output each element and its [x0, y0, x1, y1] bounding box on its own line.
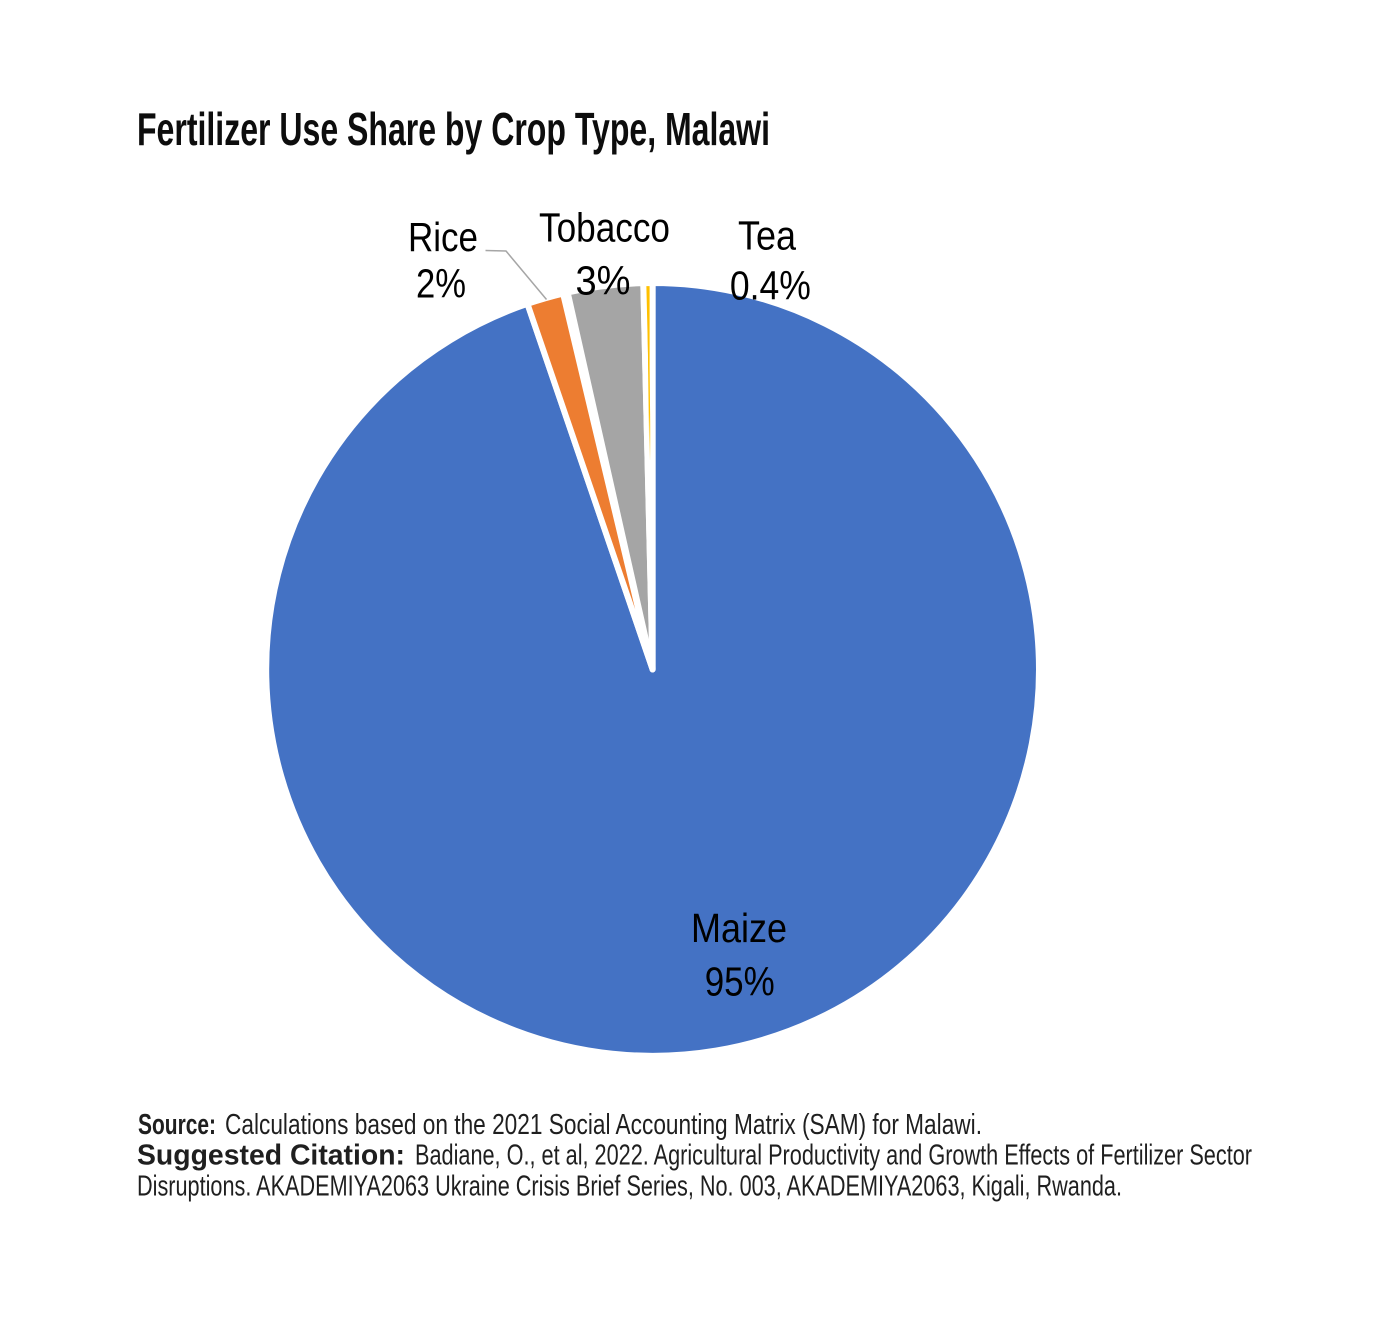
svg-text:3%: 3%: [576, 257, 631, 303]
svg-text:Calculations based on the 2021: Calculations based on the 2021 Social Ac…: [225, 1109, 982, 1141]
svg-text:Suggested Citation:: Suggested Citation:: [137, 1140, 405, 1172]
svg-text:Source:: Source:: [138, 1109, 216, 1141]
svg-text:Rice: Rice: [408, 214, 478, 260]
svg-text:Disruptions. AKADEMIYA2063 Ukr: Disruptions. AKADEMIYA2063 Ukraine Crisi…: [137, 1171, 1122, 1203]
svg-text:0.4%: 0.4%: [730, 262, 811, 308]
svg-text:Tobacco: Tobacco: [539, 204, 670, 250]
svg-text:Fertilizer Use Share by Crop T: Fertilizer Use Share by Crop Type, Malaw…: [137, 103, 770, 155]
svg-text:Badiane, O., et al, 2022. Agri: Badiane, O., et al, 2022. Agricultural P…: [415, 1140, 1252, 1172]
svg-text:Maize: Maize: [691, 905, 787, 951]
svg-text:Tea: Tea: [738, 213, 796, 259]
svg-text:2%: 2%: [416, 261, 466, 307]
svg-text:95%: 95%: [705, 958, 775, 1004]
